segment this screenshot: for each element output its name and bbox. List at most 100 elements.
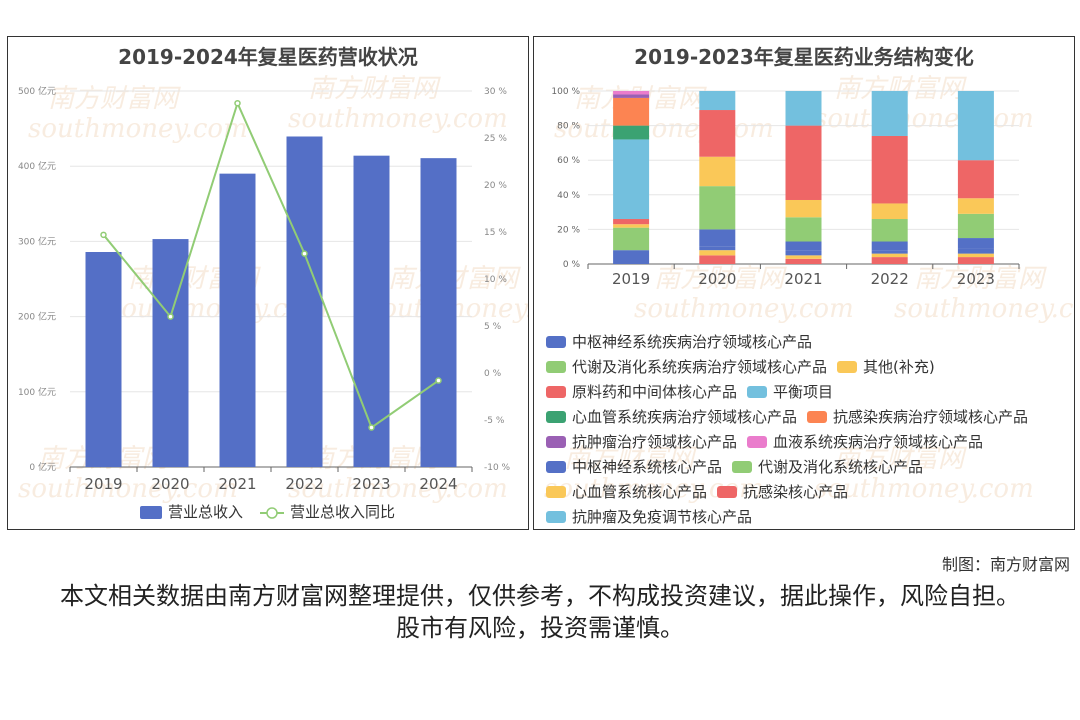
- legend-label: 心血管系统核心产品: [572, 483, 708, 501]
- watermark-text: southmoney.com: [288, 474, 508, 504]
- legend-row: 代谢及消化系统疾病治疗领域核心产品 其他(补充): [546, 356, 935, 377]
- y-left-tick-label: 100 亿元: [18, 386, 56, 398]
- watermark-text: southmoney.com: [554, 114, 774, 144]
- stacked-bar-segment: [613, 227, 650, 251]
- chart-credit: 制图：南方财富网: [941, 555, 1070, 574]
- legend-swatch: [837, 360, 858, 373]
- legend-label: 代谢及消化系统疾病治疗领域核心产品: [572, 358, 828, 376]
- stacked-bar-segment: [699, 91, 736, 111]
- legend-label: 中枢神经系统疾病治疗领域核心产品: [572, 333, 813, 351]
- y-left-tick-label: 500 亿元: [18, 85, 56, 97]
- business-structure-chart-title: 2019-2023年复星医药业务结构变化: [634, 45, 974, 69]
- x-tick-label: 2021: [218, 475, 256, 493]
- legend-row: 心血管系统核心产品 抗感染核心产品: [546, 481, 848, 502]
- legend-label: 代谢及消化系统核心产品: [758, 458, 924, 476]
- legend-label: 中枢神经系统核心产品: [572, 458, 723, 476]
- stacked-bar-segment: [957, 257, 994, 264]
- stacked-bar-segment: [699, 246, 736, 251]
- y-left-tick-label: 200 亿元: [18, 311, 56, 323]
- watermark-text: southmoney.com: [634, 294, 854, 324]
- legend-swatch: [747, 385, 768, 398]
- x-tick-label: 2023: [352, 475, 390, 493]
- yoy-growth-point: [435, 377, 442, 384]
- stacked-bar-segment: [613, 91, 650, 95]
- yoy-growth-line: [102, 100, 440, 430]
- legend-swatch: [807, 410, 828, 423]
- legend-label: 抗肿瘤治疗领域核心产品: [572, 433, 738, 451]
- stacked-bar-segment: [957, 238, 994, 249]
- stacked-bar-segment: [785, 255, 822, 259]
- legend-revenue-swatch: [140, 506, 162, 519]
- stacked-bar-segment: [613, 250, 650, 264]
- legend-row: 抗肿瘤治疗领域核心产品 血液系统疾病治疗领域核心产品: [546, 431, 983, 452]
- stacked-bar-segment: [699, 110, 736, 157]
- y-tick-label: 60 %: [557, 156, 580, 166]
- stacked-bar-segment: [699, 250, 736, 256]
- legend-swatch: [546, 485, 566, 498]
- disclaimer-text: 本文相关数据由南方财富网整理提供，仅供参考，不构成投资建议，据此操作，风险自担。…: [60, 582, 1020, 642]
- legend-row: 原料药和中间体核心产品 平衡项目: [546, 381, 833, 402]
- stacked-bar-segment: [871, 257, 908, 264]
- watermark-text: 南方财富网: [654, 264, 787, 294]
- legend-swatch: [717, 485, 738, 498]
- watermark-text: southmoney.com: [894, 294, 1074, 324]
- x-tick-label: 2020: [151, 475, 189, 493]
- watermark-text: 南方财富网: [48, 84, 181, 114]
- legend-swatch: [546, 335, 566, 348]
- legend-row: 心血管系统疾病治疗领域核心产品 抗感染疾病治疗领域核心产品: [546, 406, 1028, 427]
- legend-swatch: [546, 385, 566, 398]
- watermark-text: southmoney.com: [288, 104, 508, 134]
- revenue-bar: [420, 158, 457, 467]
- revenue-bar: [219, 173, 256, 467]
- legend-label: 抗感染疾病治疗领域核心产品: [833, 408, 1029, 426]
- legend-swatch: [546, 510, 566, 523]
- stacked-bar-segment: [957, 213, 994, 239]
- stacked-bar-segment: [785, 258, 822, 264]
- stacked-bar-segment: [871, 135, 908, 204]
- y-right-tick-label: 0 %: [484, 369, 502, 379]
- stacked-bar-segment: [613, 139, 650, 220]
- legend-label: 其他(补充): [863, 358, 935, 376]
- legend-swatch: [546, 460, 566, 473]
- legend-swatch: [546, 435, 566, 448]
- stacked-bar-segment: [871, 241, 908, 251]
- y-left-tick-label: 400 亿元: [18, 160, 56, 172]
- stacked-bar-segment: [699, 186, 736, 230]
- legend-swatch: [546, 410, 566, 423]
- y-left-tick-label: 0 亿元: [29, 461, 56, 473]
- y-tick-label: 40 %: [557, 191, 580, 201]
- y-right-tick-label: 10 %: [484, 275, 507, 285]
- watermark-text: 南方财富网: [564, 444, 697, 474]
- watermark-text: 南方财富网: [308, 74, 441, 104]
- x-tick-label: 2023: [957, 270, 995, 288]
- stacked-bar-segment: [785, 250, 822, 256]
- stacked-bar-segment: [785, 199, 822, 218]
- legend-row: 中枢神经系统疾病治疗领域核心产品: [546, 331, 812, 352]
- yoy-growth-point: [301, 250, 308, 257]
- stacked-bar-segment: [957, 198, 994, 214]
- business-structure-chart-panel: 2019-2023年复星医药业务结构变化 南方财富网southmoney.com…: [533, 36, 1075, 530]
- revenue-bar: [85, 252, 122, 467]
- y-right-tick-label: 15 %: [484, 228, 507, 238]
- y-tick-label: 100 %: [551, 87, 580, 97]
- stacked-bar-segment: [613, 97, 650, 126]
- y-right-tick-label: 20 %: [484, 181, 507, 191]
- revenue-chart-svg: 南方财富网southmoney.com南方财富网southmoney.com南方…: [18, 74, 528, 521]
- stacked-bar-segment: [699, 229, 736, 247]
- legend-row: 抗肿瘤及免疫调节核心产品: [546, 506, 752, 527]
- yoy-growth-point: [167, 313, 174, 320]
- x-tick-label: 2021: [784, 270, 822, 288]
- legend-label: 心血管系统疾病治疗领域核心产品: [572, 408, 798, 426]
- y-right-tick-label: 5 %: [484, 322, 502, 332]
- watermark-text: southmoney.com: [18, 474, 238, 504]
- stacked-bar-segment: [785, 217, 822, 242]
- legend-label: 抗肿瘤及免疫调节核心产品: [572, 508, 753, 526]
- legend-label: 抗感染核心产品: [743, 483, 849, 501]
- legend-label: 平衡项目: [773, 383, 834, 401]
- x-tick-label: 2019: [84, 475, 122, 493]
- watermark-group: 南方财富网southmoney.com南方财富网southmoney.com南方…: [544, 74, 1074, 504]
- yoy-growth-point: [368, 424, 375, 431]
- legend-swatch: [747, 435, 768, 448]
- x-tick-label: 2019: [612, 270, 650, 288]
- stacked-bar-segment: [613, 224, 650, 228]
